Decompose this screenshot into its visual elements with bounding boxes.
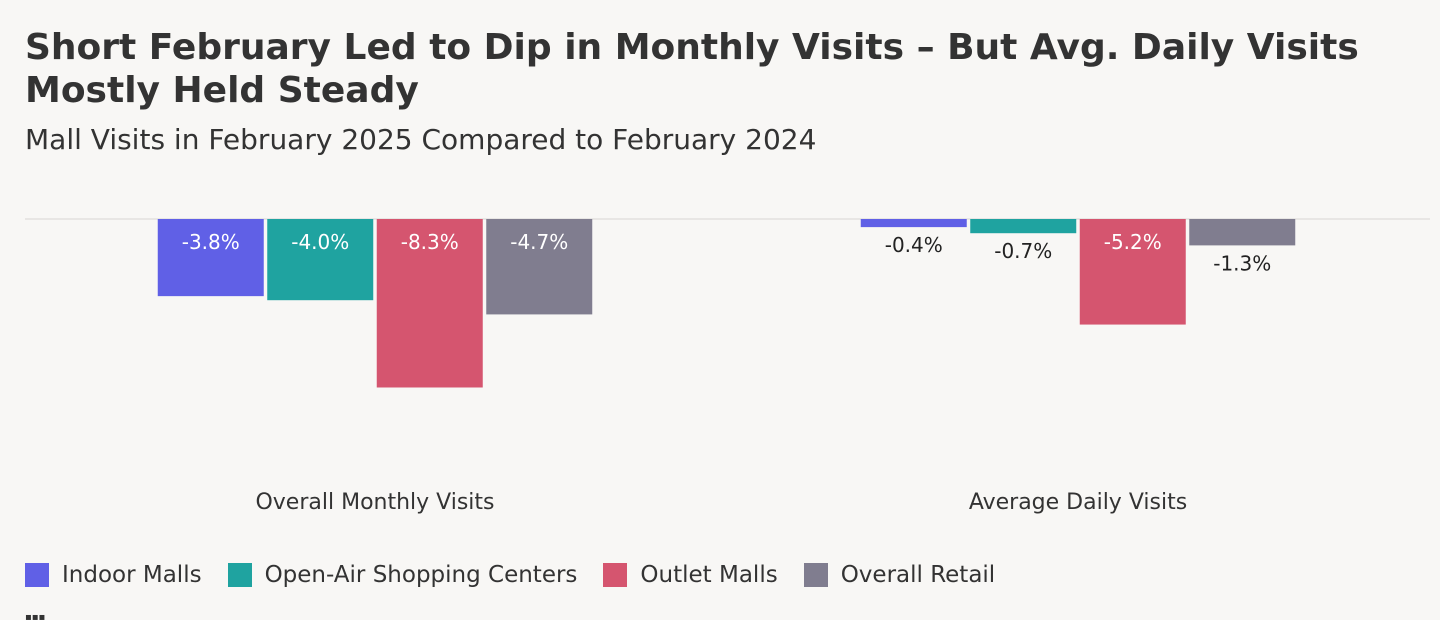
legend-swatch	[803, 563, 828, 587]
bar[interactable]	[1189, 219, 1296, 246]
legend-item-outlet-malls[interactable]: Outlet Malls	[603, 562, 778, 588]
chart-subtitle: Mall Visits in February 2025 Compared to…	[25, 123, 817, 156]
data-label: -3.8%	[182, 230, 240, 254]
legend-item-indoor-malls[interactable]: Indoor Malls	[25, 562, 202, 588]
data-label: -4.0%	[291, 230, 349, 254]
legend-swatch	[25, 563, 49, 587]
category-label: Overall Monthly Visits	[255, 490, 494, 515]
category-label: Average Daily Visits	[969, 490, 1187, 515]
legend-item-open-air-shopping-centers[interactable]: Open-Air Shopping Centers	[227, 562, 578, 588]
legend-item-overall-retail[interactable]: Overall Retail	[803, 562, 996, 588]
bar[interactable]	[860, 219, 967, 228]
legend-label: Indoor Malls	[62, 562, 202, 588]
legend-label: Overall Retail	[840, 562, 996, 588]
data-label: -0.4%	[885, 233, 943, 257]
bar[interactable]	[376, 219, 483, 388]
footer-logo: ▪▪▪	[25, 612, 46, 620]
chart-title: Short February Led to Dip in Monthly Vis…	[25, 27, 1359, 111]
data-label: -0.7%	[994, 239, 1052, 263]
data-label: -1.3%	[1213, 251, 1271, 275]
legend-label: Open-Air Shopping Centers	[264, 562, 578, 588]
bar[interactable]	[970, 219, 1077, 234]
data-label: -5.2%	[1104, 230, 1162, 254]
legend: Indoor Malls Open-Air Shopping Centers O…	[25, 562, 1021, 588]
bar[interactable]	[486, 219, 593, 315]
data-label: -8.3%	[401, 230, 459, 254]
bar[interactable]	[157, 219, 264, 297]
legend-swatch	[603, 563, 628, 587]
data-label: -4.7%	[510, 230, 568, 254]
bar[interactable]	[267, 219, 374, 301]
bar[interactable]	[1079, 219, 1186, 325]
legend-swatch	[227, 563, 252, 587]
legend-label: Outlet Malls	[640, 562, 778, 588]
